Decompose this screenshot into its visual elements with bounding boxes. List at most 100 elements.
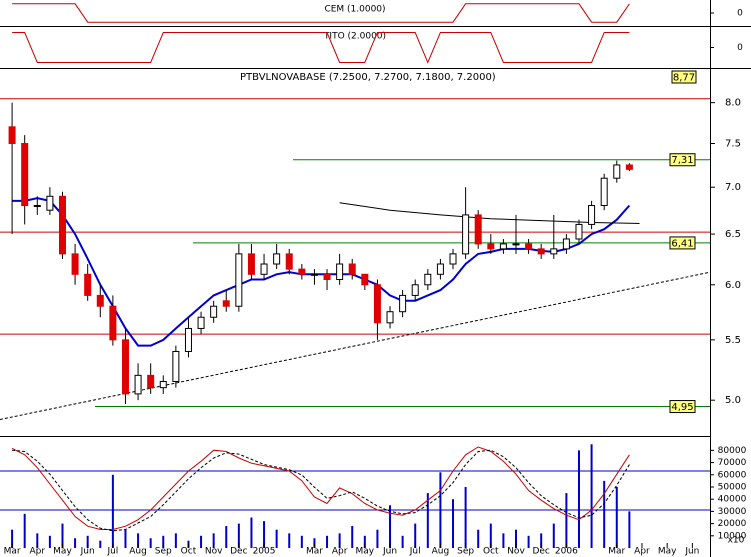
volume-bar: [250, 517, 253, 548]
volume-bar: [628, 511, 631, 548]
candle-body: [462, 214, 470, 255]
candle-body: [550, 248, 558, 255]
volume-bar: [590, 444, 593, 548]
candle-body: [487, 243, 495, 250]
volume-bar: [124, 529, 127, 548]
volume-bar: [477, 529, 480, 548]
candle-body: [197, 316, 205, 329]
volume-bar: [74, 538, 77, 548]
x-tick-label: Jun: [684, 547, 699, 557]
value-label-box: [669, 400, 696, 414]
candle-body: [436, 263, 444, 275]
y-tick-label: 40000: [718, 495, 747, 505]
volume-bar: [111, 474, 114, 548]
y-tick-label: 8.0: [725, 98, 741, 109]
candle-body: [273, 253, 281, 265]
x-tick-label: 2006: [555, 547, 578, 557]
x-tick-label: Sep: [457, 547, 474, 557]
candle-body: [588, 205, 596, 225]
y-tick-label: 0: [737, 9, 743, 19]
x-tick-label: Apr: [29, 547, 45, 557]
candle-body: [411, 284, 419, 296]
x-tick-label: Jun: [382, 547, 397, 557]
volume-bar: [225, 526, 228, 548]
x-tick-label: May: [658, 547, 677, 557]
volume-bar: [389, 505, 392, 548]
volume-bar: [300, 535, 303, 548]
volume-bar: [11, 529, 14, 548]
y-tick-label: 50000: [718, 482, 747, 492]
volume-bar: [376, 529, 379, 548]
candle-body: [46, 195, 54, 211]
price-box-label: 8,77: [673, 73, 695, 84]
volume-bar: [426, 493, 429, 548]
candle-body: [147, 374, 155, 389]
volume-bar: [200, 535, 203, 548]
x-tick-label: Dec: [532, 547, 549, 557]
x-tick-label: 2005: [253, 547, 276, 557]
volume-bar: [603, 480, 606, 548]
value-label: 7,31: [671, 155, 693, 166]
volume-bar: [61, 523, 64, 548]
candle-body: [33, 205, 41, 208]
candle-body: [386, 311, 394, 324]
volume-bar: [565, 493, 568, 548]
candle-body: [96, 294, 104, 307]
y-tick-label: 60000: [718, 470, 747, 480]
candle-body: [21, 143, 29, 207]
candle-body: [512, 243, 520, 246]
volume-bar: [464, 486, 467, 548]
volume-bar: [514, 529, 517, 548]
x-tick-label: Mar: [608, 547, 625, 557]
candle-body: [625, 164, 633, 170]
volume-bar: [23, 513, 26, 548]
volume-multiplier: x10: [728, 536, 745, 546]
candle-body: [336, 263, 344, 281]
candle-body: [58, 195, 66, 255]
volume-bar: [615, 486, 618, 548]
candle-body: [222, 300, 230, 307]
x-tick-label: Jul: [409, 547, 421, 557]
candle-body: [613, 164, 621, 179]
indicator-title: TITO (2.0000): [323, 32, 386, 42]
volume-bar: [351, 526, 354, 548]
candle-body: [348, 263, 356, 275]
x-tick-label: Jun: [80, 547, 95, 557]
candle-body: [121, 339, 129, 395]
x-tick-label: Nov: [205, 547, 223, 557]
y-tick-label: 30000: [718, 507, 747, 517]
candle-body: [361, 273, 369, 286]
oscillator-signal: [12, 449, 630, 532]
y-tick-label: 70000: [718, 458, 747, 468]
volume-bar: [363, 535, 366, 548]
candle-body: [8, 126, 16, 145]
x-tick-label: Dec: [230, 547, 247, 557]
candle-body: [298, 268, 306, 275]
x-tick-label: Mar: [4, 547, 21, 557]
candle-body: [134, 374, 142, 395]
indicator-line: [12, 3, 630, 23]
y-tick-label: 6.0: [725, 280, 741, 291]
volume-bar: [86, 535, 89, 548]
y-tick-label: 80000: [718, 446, 747, 456]
volume-bar: [540, 533, 543, 548]
candle-body: [525, 243, 533, 250]
oscillator-line: [11, 446, 630, 530]
candle-body: [260, 263, 268, 275]
indicator-title: CEM (1.0000): [324, 5, 385, 15]
candle-body: [399, 294, 407, 313]
candle-body: [323, 273, 331, 281]
volume-bar: [414, 523, 417, 548]
volume-bar: [212, 533, 215, 548]
y-tick-label: 0: [737, 43, 743, 53]
volume-bar: [452, 499, 455, 548]
candle-body: [310, 273, 318, 276]
volume-bar: [527, 535, 530, 548]
x-tick-label: Apr: [634, 547, 650, 557]
candle-body: [84, 273, 92, 296]
candle-body: [562, 238, 570, 250]
y-tick-label: 5.0: [725, 395, 741, 406]
x-tick-label: Sep: [155, 547, 172, 557]
y-tick-label: 20000: [718, 519, 747, 529]
